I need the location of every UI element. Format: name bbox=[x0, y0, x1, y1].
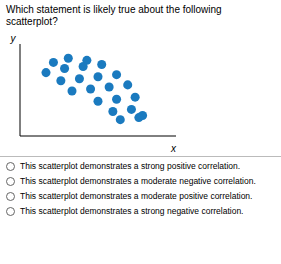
html-text:This scatterplot demonstrates: This scatterplot demonstrates a moderate… bbox=[20, 176, 256, 186]
html-text:This scatterplot demonstrates: This scatterplot demonstrates a moderate… bbox=[20, 191, 253, 201]
svg-text:x: x bbox=[170, 143, 177, 152]
html-text:This scatterplot demonstrates: This scatterplot demonstrates a strong p… bbox=[20, 161, 241, 171]
html-text:This scatterplot demonstrates: This scatterplot demonstrates a strong n… bbox=[20, 206, 244, 216]
html-text:Which statement is likely true: Which statement is likely true about the… bbox=[6, 4, 222, 27]
svg-text:y: y bbox=[10, 33, 17, 44]
